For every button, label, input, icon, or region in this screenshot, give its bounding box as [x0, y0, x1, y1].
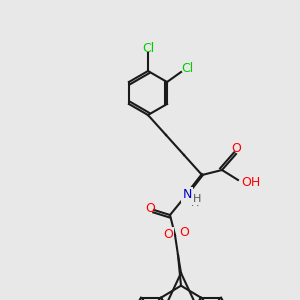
Text: OH: OH [241, 176, 260, 188]
Text: O: O [231, 142, 241, 155]
Text: O: O [163, 229, 173, 242]
Text: H: H [191, 198, 199, 208]
Text: N: N [182, 188, 192, 202]
Text: Cl: Cl [181, 62, 193, 76]
Text: N: N [180, 191, 190, 205]
Text: H: H [193, 194, 201, 204]
Text: Cl: Cl [142, 43, 154, 56]
Text: O: O [179, 226, 189, 239]
Text: O: O [145, 202, 155, 214]
